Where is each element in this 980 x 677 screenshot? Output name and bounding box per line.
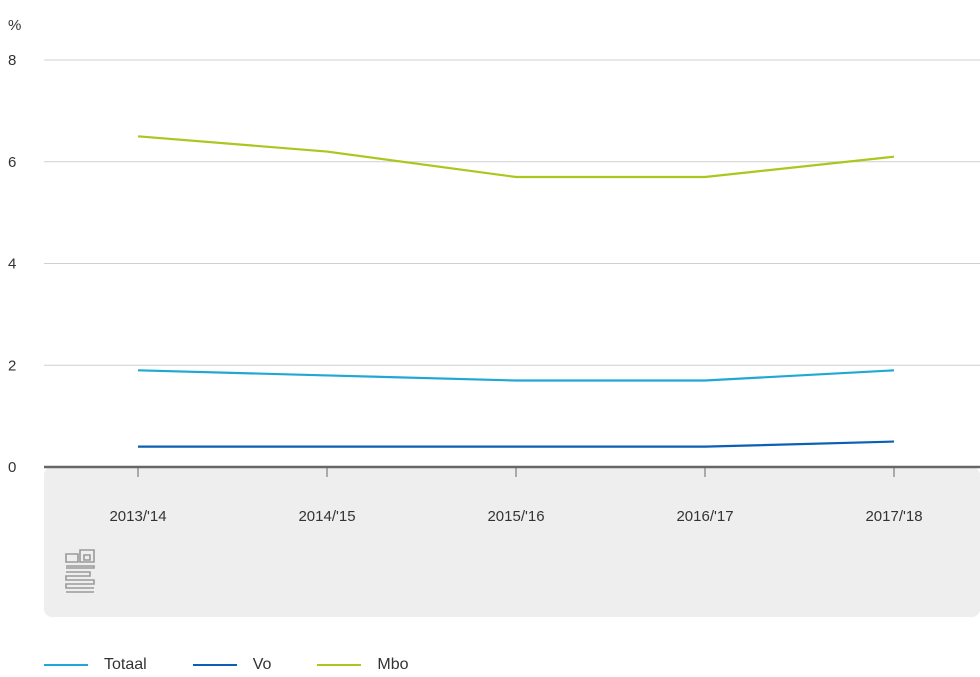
y-tick-labels: 0 2 4 6 8 [8, 52, 16, 476]
legend-label: Mbo [377, 656, 409, 673]
y-tick-label: 4 [8, 256, 16, 273]
y-axis-unit-label: % [8, 17, 21, 34]
x-axis-band [44, 467, 980, 617]
series-lines [137, 135, 895, 448]
x-tick-label: 2013/'14 [109, 508, 166, 525]
x-tick-label: 2014/'15 [298, 508, 355, 525]
legend-label: Vo [252, 656, 272, 673]
y-tick-label: 6 [8, 154, 16, 171]
legend-swatch [192, 664, 237, 666]
legend: Totaal Vo Mbo [44, 656, 455, 674]
legend-label: Totaal [104, 656, 147, 673]
legend-item-vo: Vo [192, 656, 272, 674]
legend-item-mbo: Mbo [317, 656, 409, 674]
series-line-totaal [137, 369, 895, 382]
y-tick-label: 2 [8, 357, 16, 374]
gridlines [44, 59, 980, 366]
y-tick-label: 0 [8, 459, 16, 476]
x-tick-label: 2016/'17 [676, 508, 733, 525]
legend-item-totaal: Totaal [44, 656, 147, 674]
legend-swatch [44, 664, 88, 666]
x-tick-labels: 2013/'14 2014/'15 2015/'16 2016/'17 2017/'18 [109, 467, 923, 525]
cbs-logo-icon [65, 549, 95, 593]
x-tick-label: 2017/'18 [865, 508, 922, 525]
x-tick-label: 2015/'16 [487, 508, 544, 525]
series-line-vo [138, 440, 895, 448]
legend-swatch [317, 664, 362, 666]
series-line-mbo [137, 135, 895, 179]
y-tick-label: 8 [8, 52, 16, 69]
